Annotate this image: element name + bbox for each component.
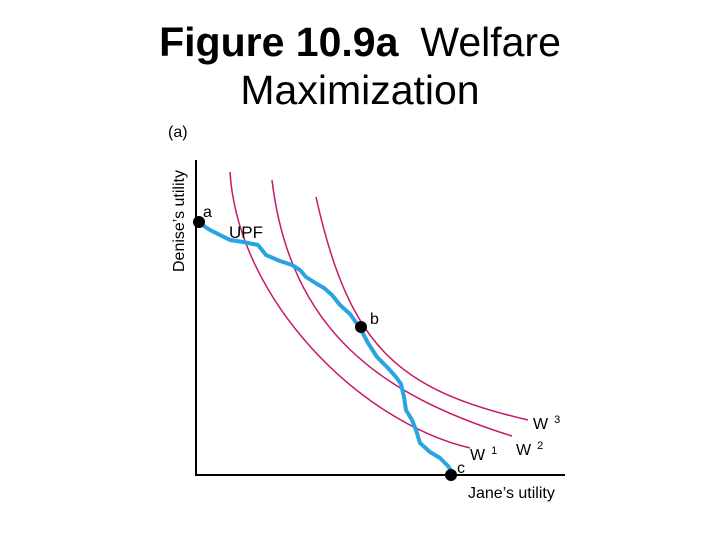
welfare-curve-w2 (271, 179, 513, 437)
point-a-label: a (203, 204, 212, 221)
welfare-curve-w3 (315, 196, 529, 421)
upf-curve (196, 220, 454, 474)
figure-number: Figure 10.9a (159, 19, 399, 65)
figure-title: Figure 10.9a Welfare Maximization (0, 18, 720, 114)
point-b-label: b (370, 311, 379, 328)
figure-title-line2: Maximization (240, 67, 480, 113)
panel-label: (a) (168, 124, 188, 141)
y-axis-label: Denise’s utility (171, 170, 188, 272)
upf-label: UPF (229, 223, 263, 242)
point-c-label: c (457, 460, 465, 477)
figure-title-text: Welfare (420, 19, 561, 65)
x-axis-label: Jane’s utility (468, 485, 555, 502)
point-c (445, 469, 457, 481)
welfare-curve-w1 (229, 171, 471, 449)
point-b (355, 321, 367, 333)
point-a (193, 216, 205, 228)
